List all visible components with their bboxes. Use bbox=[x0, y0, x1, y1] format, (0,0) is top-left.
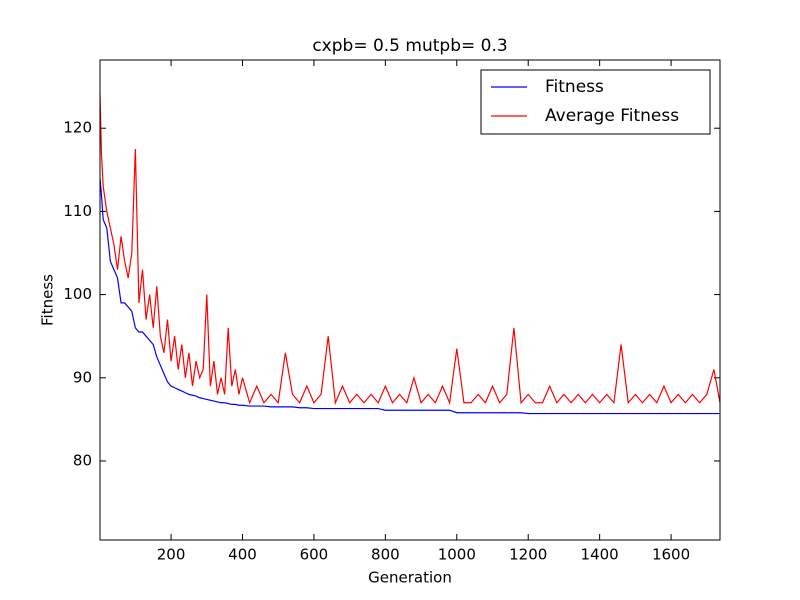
x-tick-label: 1400 bbox=[581, 546, 619, 564]
y-axis-label: Fitness bbox=[39, 274, 57, 326]
x-tick-label: 1600 bbox=[652, 546, 690, 564]
plot-frame bbox=[99, 59, 721, 541]
x-tick-label: 1000 bbox=[438, 546, 476, 564]
series-line bbox=[100, 94, 720, 406]
y-tick-label: 110 bbox=[63, 202, 92, 220]
x-tick-label: 1200 bbox=[509, 546, 547, 564]
x-tick-label: 400 bbox=[228, 546, 257, 564]
y-tick-label: 100 bbox=[63, 285, 92, 303]
x-tick-label: 800 bbox=[371, 546, 400, 564]
x-axis-label: Generation bbox=[368, 569, 452, 587]
legend-text: Average Fitness bbox=[545, 106, 679, 126]
y-tick-label: 120 bbox=[63, 119, 92, 137]
x-tick-label: 200 bbox=[157, 546, 186, 564]
y-tick-label: 90 bbox=[73, 368, 92, 386]
series-line bbox=[100, 178, 720, 415]
legend-text: Fitness bbox=[545, 77, 604, 97]
x-tick-label: 600 bbox=[300, 546, 329, 564]
legend-box bbox=[480, 69, 711, 135]
y-tick-label: 80 bbox=[73, 451, 92, 469]
chart-title: cxpb= 0.5 mutpb= 0.3 bbox=[312, 36, 507, 56]
